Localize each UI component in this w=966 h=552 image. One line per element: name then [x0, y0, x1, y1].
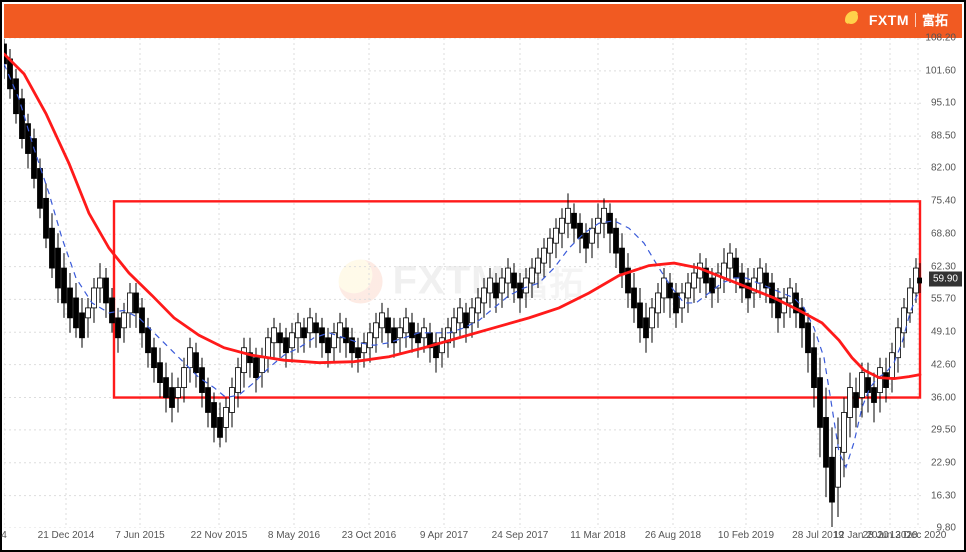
brand-logo-icon: [845, 11, 863, 29]
x-tick-label: 7 Jun 2015: [115, 530, 165, 541]
y-tick-label: 108.20: [925, 33, 956, 44]
x-tick-label: 8 May 2016: [268, 530, 320, 541]
x-axis: 4 21 Dec 2014 7 Jun 2015 22 Nov 2015 8 May 2…: [4, 524, 918, 548]
y-tick-label: 82.00: [931, 163, 956, 174]
y-tick-label: 95.10: [931, 98, 956, 109]
brand-name-cn: 富拓: [922, 10, 948, 29]
current-price-tag: 59.90: [929, 271, 962, 286]
x-tick-label: 21 Dec 2014: [38, 530, 95, 541]
y-tick-label: 75.40: [931, 196, 956, 207]
y-tick-label: 29.50: [931, 424, 956, 435]
y-tick-label: 49.10: [931, 327, 956, 338]
y-tick-label: 88.50: [931, 131, 956, 142]
x-tick-label: 4: [1, 530, 7, 541]
x-tick-label: 13 Dec 2020: [890, 530, 947, 541]
y-tick-label: 42.60: [931, 359, 956, 370]
x-tick-label: 23 Oct 2016: [342, 530, 396, 541]
y-tick-label: 55.70: [931, 294, 956, 305]
chart-plot-area[interactable]: FXTM 富拓: [4, 38, 918, 524]
brand-separator: [915, 13, 916, 27]
header-bar: FXTM 富拓: [4, 4, 962, 38]
y-tick-label: 101.60: [925, 65, 956, 76]
chart-svg: [4, 38, 922, 528]
x-tick-label: 10 Feb 2019: [718, 530, 774, 541]
y-tick-label: 16.30: [931, 490, 956, 501]
x-tick-label: 11 Mar 2018: [570, 530, 625, 541]
x-tick-label: 24 Sep 2017: [492, 530, 549, 541]
x-tick-label: 26 Aug 2018: [645, 530, 701, 541]
brand-name: FXTM: [869, 12, 909, 28]
chart-frame: FXTM 富拓 FXTM 富拓 108.20 101.60 95.10 88.50 82…: [0, 0, 966, 552]
x-tick-label: 22 Nov 2015: [191, 530, 248, 541]
y-tick-label: 22.90: [931, 457, 956, 468]
y-tick-label: 68.80: [931, 229, 956, 240]
y-tick-label: 36.00: [931, 392, 956, 403]
brand-block: FXTM 富拓: [845, 10, 948, 29]
x-tick-label: 9 Apr 2017: [420, 530, 468, 541]
